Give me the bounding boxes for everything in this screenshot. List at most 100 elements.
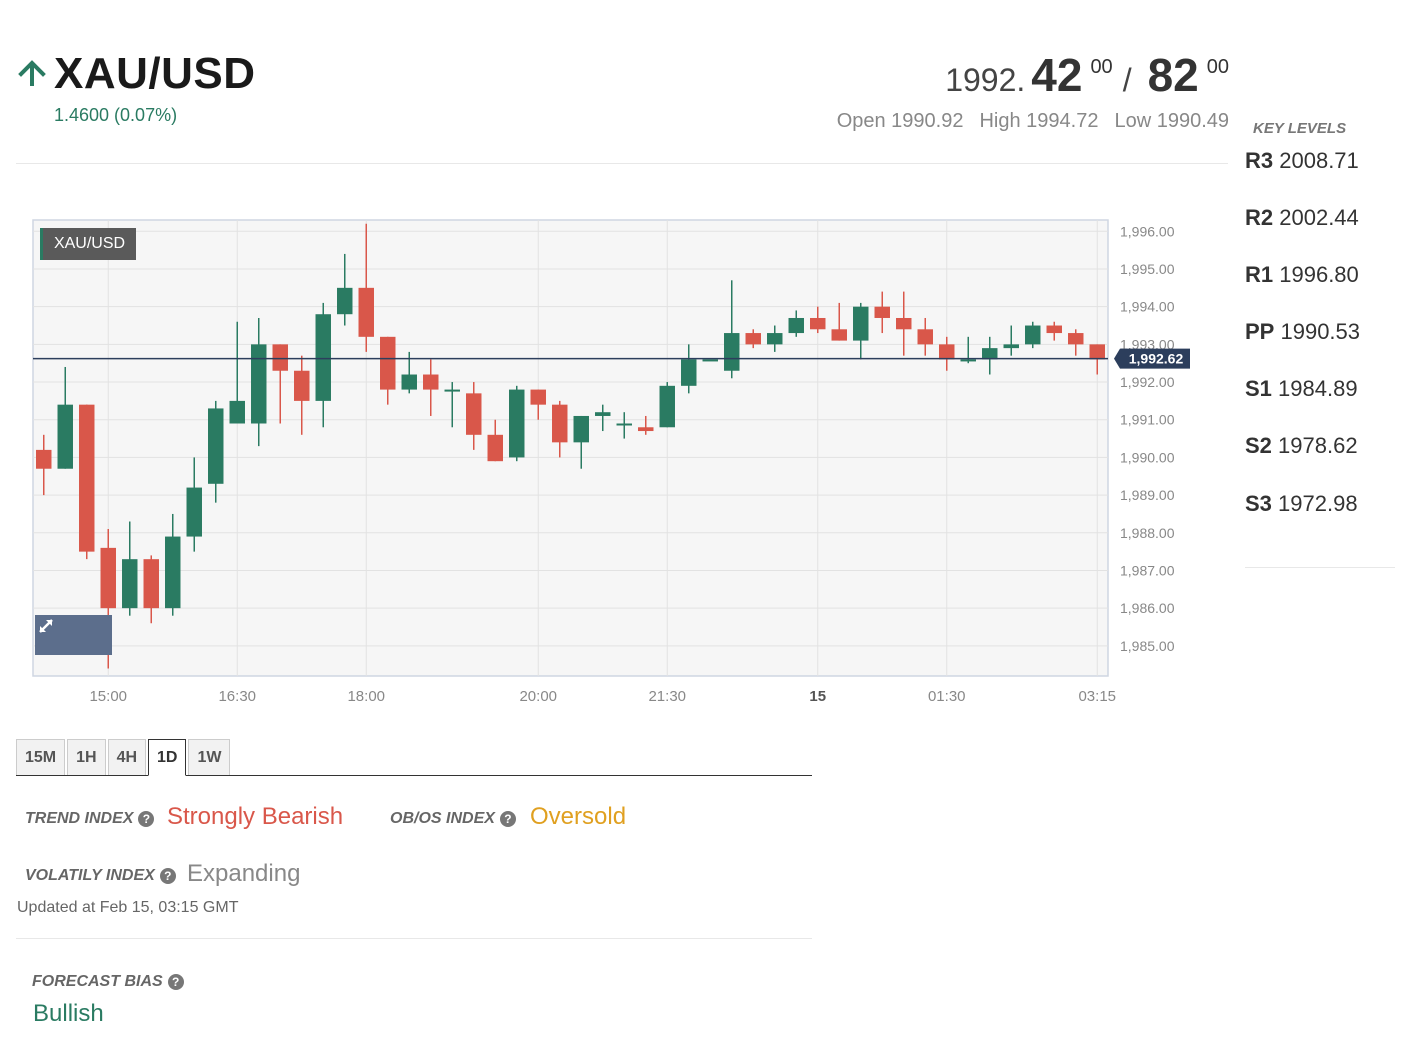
- key-level-name: PP: [1245, 319, 1275, 344]
- y-tick-label: 1,985.00: [1120, 638, 1175, 654]
- divider: [1245, 567, 1395, 568]
- price-separator: /: [1122, 62, 1132, 98]
- symbol-header: XAU/USD 1.4600 (0.07%): [16, 50, 256, 125]
- trend-index-text: TREND INDEX: [25, 810, 134, 827]
- candle-body: [36, 449, 52, 469]
- candle-body: [423, 374, 439, 390]
- volatility-index-label: VOLATILY INDEX ?: [25, 867, 176, 885]
- key-level-name: S1: [1245, 376, 1272, 401]
- ask-fraction: 00: [1206, 56, 1229, 78]
- chart-canvas[interactable]: 1,996.00 1,995.00 1,994.00 1,993.00 1,992.00…: [32, 219, 1202, 709]
- bid-pips: 42: [1031, 49, 1083, 101]
- candle-body: [466, 393, 482, 435]
- ohl-row: Open 1990.92 High 1994.72 Low 1990.49: [837, 110, 1229, 133]
- question-circle-icon[interactable]: ?: [159, 868, 176, 884]
- question-circle-icon[interactable]: ?: [499, 811, 516, 827]
- candle-body: [659, 385, 675, 428]
- candle-body: [1025, 325, 1041, 345]
- expand-chart-button[interactable]: [35, 615, 112, 655]
- candle-body: [186, 487, 202, 537]
- obos-index-text: OB/OS INDEX: [390, 810, 495, 827]
- key-level-value: 2008.71: [1279, 148, 1359, 173]
- candle-body: [358, 287, 374, 337]
- candle-body: [939, 344, 955, 360]
- high-value: High 1994.72: [979, 110, 1099, 132]
- candle-body: [208, 408, 224, 484]
- current-price-tag: [1114, 348, 1190, 369]
- candle-body: [573, 415, 589, 443]
- candle-body: [831, 329, 847, 341]
- candle-body: [444, 389, 460, 392]
- key-level-name: R2: [1245, 205, 1274, 230]
- candle-body: [272, 344, 288, 371]
- candle-body: [853, 306, 869, 341]
- candle-body: [810, 317, 826, 330]
- candle-body: [1046, 325, 1062, 334]
- candle-body: [702, 359, 718, 362]
- expand-arrows-icon: [39, 619, 53, 633]
- volatility-index-text: VOLATILY INDEX: [25, 867, 155, 884]
- candle-body: [143, 559, 159, 609]
- y-tick-label: 1,992.00: [1120, 374, 1175, 390]
- candle-body: [681, 359, 697, 386]
- arrow-up-icon: [18, 60, 46, 86]
- candle-body: [1068, 333, 1084, 345]
- tab-1h[interactable]: 1H: [67, 739, 106, 775]
- candle-body: [638, 427, 654, 432]
- candle-body: [530, 389, 546, 405]
- y-tick-label: 1,993.00: [1120, 336, 1175, 352]
- key-level-name: S2: [1245, 433, 1272, 458]
- y-tick-label: 1,987.00: [1120, 562, 1175, 578]
- candle-body: [595, 412, 611, 416]
- candle-body: [1003, 344, 1019, 349]
- key-level-value: 1972.98: [1278, 491, 1358, 516]
- tab-1d[interactable]: 1D: [148, 739, 187, 776]
- key-level-s1: S1 1984.89: [1245, 376, 1358, 402]
- key-level-name: R3: [1245, 148, 1274, 173]
- key-level-r3: R3 2008.71: [1245, 148, 1359, 174]
- volatility-index-value: Expanding: [187, 860, 301, 887]
- candle-body: [122, 559, 138, 609]
- key-level-value: 1990.53: [1280, 319, 1361, 344]
- question-circle-icon[interactable]: ?: [138, 811, 155, 827]
- candle-body: [79, 404, 95, 552]
- trend-index-value: Strongly Bearish: [167, 803, 344, 830]
- key-level-name: S3: [1245, 491, 1272, 516]
- candle-body: [917, 329, 933, 345]
- question-circle-icon[interactable]: ?: [167, 974, 184, 990]
- candle-body: [57, 404, 73, 469]
- key-level-value: 1978.62: [1278, 433, 1358, 458]
- tab-4h[interactable]: 4H: [107, 739, 147, 775]
- candle-body: [616, 423, 632, 426]
- obos-index-value: Oversold: [530, 803, 627, 830]
- x-tick-label: 15:00: [89, 688, 127, 705]
- divider: [16, 163, 1228, 164]
- updated-timestamp: Updated at Feb 15, 03:15 GMT: [17, 899, 239, 916]
- key-level-value: 1996.80: [1279, 262, 1359, 287]
- key-level-name: R1: [1245, 262, 1274, 287]
- tab-1w[interactable]: 1W: [188, 739, 231, 775]
- forecast-bias-label: FORECAST BIAS ?: [32, 973, 184, 991]
- candlestick-chart[interactable]: 1,996.00 1,995.00 1,994.00 1,993.00 1,992.00…: [32, 219, 1202, 709]
- key-level-r1: R1 1996.80: [1245, 262, 1359, 288]
- tab-15m[interactable]: 15M: [16, 739, 66, 775]
- bid-ask-price: 1992. 42 00 / 82 00: [945, 48, 1229, 102]
- key-level-r2: R2 2002.44: [1245, 205, 1359, 231]
- key-level-s3: S3 1972.98: [1245, 491, 1358, 517]
- forecast-bias-text: FORECAST BIAS: [32, 973, 163, 990]
- candle-body: [788, 317, 804, 334]
- key-level-value: 2002.44: [1279, 205, 1359, 230]
- x-tick-label: 20:00: [519, 688, 557, 705]
- chart-symbol-tag: XAU/USD: [40, 228, 136, 260]
- bid-fraction: 00: [1090, 56, 1113, 78]
- candle-body: [229, 400, 245, 424]
- divider: [16, 938, 812, 939]
- y-tick-label: 1,991.00: [1120, 412, 1175, 428]
- candle-body: [487, 434, 503, 462]
- ask-pips: 82: [1147, 49, 1199, 101]
- y-tick-label: 1,990.00: [1120, 449, 1175, 465]
- x-tick-label: 03:15: [1078, 688, 1116, 705]
- x-tick-label: 01:30: [928, 688, 966, 705]
- candle-body: [552, 404, 568, 443]
- price-change: 1.4600 (0.07%): [54, 105, 178, 125]
